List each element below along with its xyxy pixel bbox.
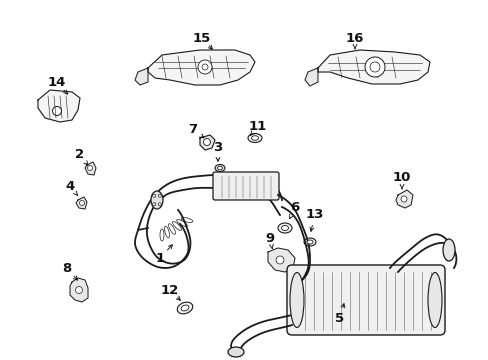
Circle shape [152,203,155,206]
Text: 9: 9 [265,231,274,244]
Ellipse shape [247,134,262,143]
Circle shape [203,139,210,145]
Text: 4: 4 [65,180,75,193]
Polygon shape [267,248,294,272]
Polygon shape [317,50,429,84]
Text: 8: 8 [62,261,71,274]
Ellipse shape [289,273,304,328]
Ellipse shape [177,302,192,314]
Text: 16: 16 [345,31,364,45]
Polygon shape [76,197,87,209]
Ellipse shape [281,225,288,230]
Ellipse shape [181,305,188,311]
Text: 6: 6 [290,202,299,215]
FancyBboxPatch shape [213,172,279,200]
Ellipse shape [306,240,312,244]
Text: 7: 7 [188,123,197,136]
Circle shape [198,60,212,74]
Text: 10: 10 [392,171,410,184]
Text: 1: 1 [155,252,164,265]
Polygon shape [38,90,80,122]
Ellipse shape [251,136,258,140]
Polygon shape [305,68,317,86]
Circle shape [202,64,207,70]
Circle shape [275,256,284,264]
Circle shape [400,196,406,202]
Circle shape [75,287,82,293]
Text: 14: 14 [48,76,66,89]
Circle shape [87,166,92,171]
Circle shape [80,201,84,206]
FancyBboxPatch shape [286,265,444,335]
Ellipse shape [215,165,224,171]
Polygon shape [70,278,88,302]
Text: 2: 2 [75,148,84,162]
Polygon shape [148,50,254,85]
Polygon shape [85,162,96,175]
Circle shape [152,194,155,197]
Ellipse shape [227,347,244,357]
Circle shape [369,62,379,72]
Text: 13: 13 [305,208,324,221]
Ellipse shape [427,273,441,328]
Circle shape [364,57,384,77]
Ellipse shape [304,238,315,246]
Circle shape [158,194,161,197]
Text: 5: 5 [335,311,344,324]
Polygon shape [395,190,412,208]
Text: 15: 15 [192,31,211,45]
Circle shape [52,107,61,116]
Text: 12: 12 [161,284,179,297]
Ellipse shape [442,239,454,261]
Text: 3: 3 [213,141,222,154]
Ellipse shape [151,191,163,209]
Polygon shape [135,68,148,85]
Polygon shape [200,135,215,150]
Ellipse shape [278,223,291,233]
Ellipse shape [217,166,222,170]
Text: 11: 11 [248,121,266,134]
Circle shape [158,203,161,206]
